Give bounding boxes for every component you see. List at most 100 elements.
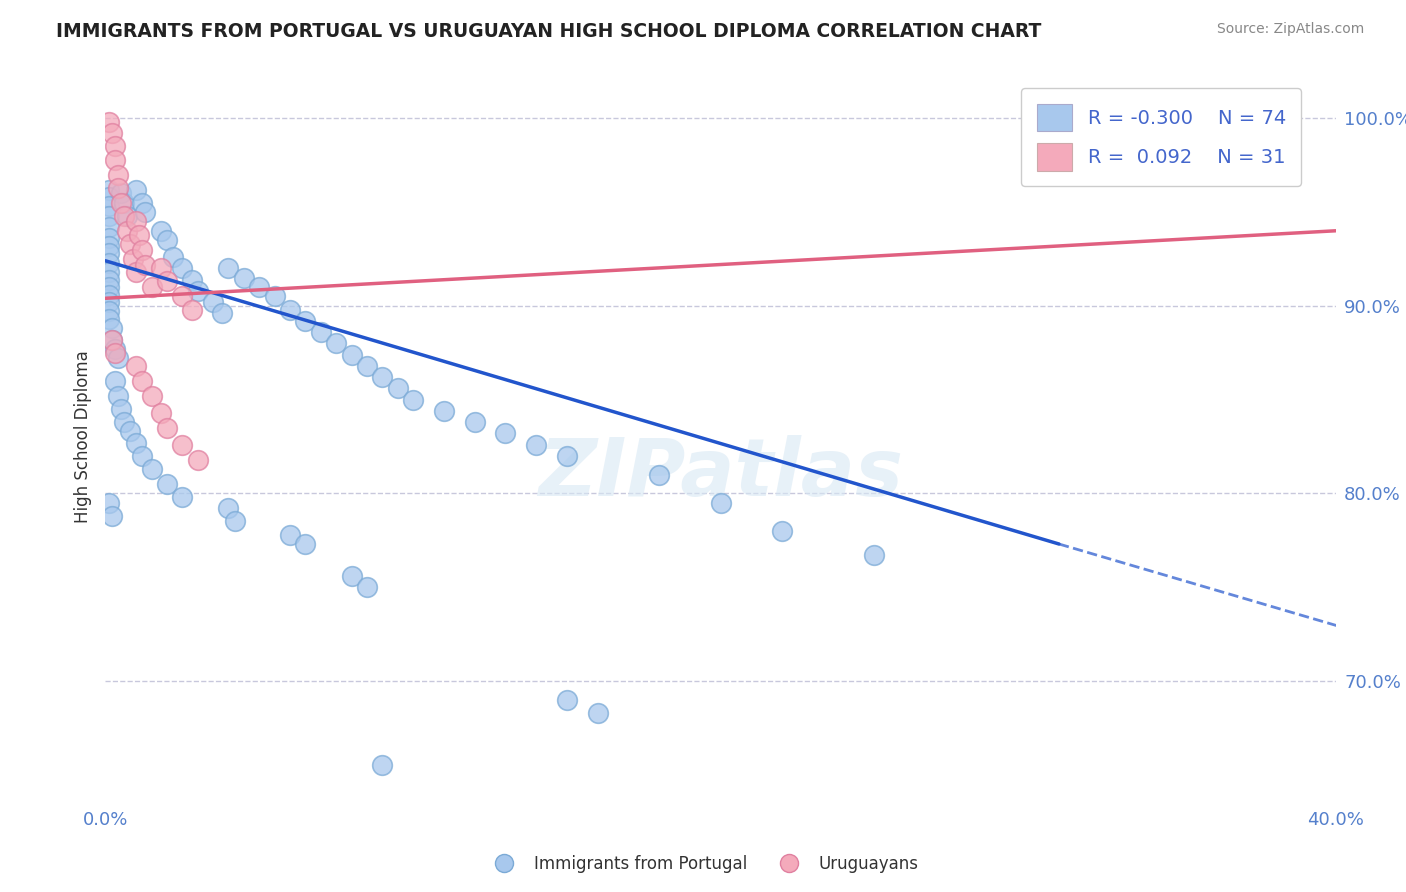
Point <box>770 524 793 538</box>
Point <box>100 508 122 523</box>
Point <box>325 336 347 351</box>
Point <box>97 280 120 294</box>
Point <box>141 462 163 476</box>
Point <box>156 233 179 247</box>
Point <box>128 227 150 242</box>
Point <box>187 452 209 467</box>
Point <box>125 182 148 196</box>
Point <box>115 224 138 238</box>
Point <box>555 449 578 463</box>
Point <box>97 272 120 286</box>
Point <box>131 374 153 388</box>
Text: Source: ZipAtlas.com: Source: ZipAtlas.com <box>1216 22 1364 37</box>
Point <box>247 280 270 294</box>
Point <box>112 209 135 223</box>
Point <box>107 180 129 194</box>
Point <box>232 270 254 285</box>
Point <box>104 139 127 153</box>
Point <box>202 295 225 310</box>
Point <box>371 758 394 772</box>
Point <box>356 580 378 594</box>
Point <box>131 195 153 210</box>
Point <box>97 231 120 245</box>
Point <box>125 214 148 228</box>
Point <box>97 304 120 318</box>
Y-axis label: High School Diploma: High School Diploma <box>73 351 91 524</box>
Point <box>97 220 120 235</box>
Point <box>97 182 120 196</box>
Point <box>464 415 486 429</box>
Point <box>402 392 425 407</box>
Point <box>1232 115 1254 129</box>
Point <box>263 289 285 303</box>
Point <box>156 477 179 491</box>
Point <box>104 153 127 167</box>
Point <box>107 351 129 366</box>
Point <box>648 467 671 482</box>
Point <box>172 490 194 504</box>
Point <box>97 312 120 326</box>
Point <box>110 401 132 416</box>
Point <box>122 252 145 266</box>
Point <box>141 280 163 294</box>
Point <box>218 501 240 516</box>
Point <box>107 389 129 403</box>
Point <box>134 258 156 272</box>
Point <box>97 496 120 510</box>
Point <box>125 435 148 450</box>
Point <box>104 374 127 388</box>
Point <box>371 370 394 384</box>
Point <box>131 243 153 257</box>
Point <box>134 205 156 219</box>
Point <box>149 406 172 420</box>
Point <box>149 224 172 238</box>
Point <box>131 449 153 463</box>
Point <box>112 195 135 210</box>
Point <box>97 115 120 129</box>
Point <box>149 261 172 276</box>
Point <box>278 527 301 541</box>
Point <box>387 381 409 395</box>
Point <box>187 284 209 298</box>
Legend: R = -0.300    N = 74, R =  0.092    N = 31: R = -0.300 N = 74, R = 0.092 N = 31 <box>1021 88 1302 186</box>
Point <box>110 186 132 201</box>
Point <box>100 333 122 347</box>
Point <box>710 496 733 510</box>
Point <box>107 168 129 182</box>
Point <box>112 415 135 429</box>
Point <box>180 302 202 317</box>
Point <box>172 437 194 451</box>
Legend: Immigrants from Portugal, Uruguayans: Immigrants from Portugal, Uruguayans <box>481 848 925 880</box>
Point <box>224 515 246 529</box>
Point <box>97 255 120 269</box>
Point <box>120 236 141 251</box>
Point <box>524 437 547 451</box>
Point <box>115 209 138 223</box>
Point <box>100 321 122 335</box>
Point <box>586 706 609 720</box>
Point <box>104 345 127 359</box>
Point <box>172 261 194 276</box>
Point <box>97 199 120 213</box>
Point <box>110 195 132 210</box>
Point <box>340 347 363 361</box>
Point <box>141 389 163 403</box>
Point <box>97 287 120 301</box>
Point <box>433 404 456 418</box>
Point <box>494 426 516 441</box>
Point <box>278 302 301 317</box>
Point <box>100 126 122 140</box>
Point <box>125 265 148 279</box>
Point <box>294 537 316 551</box>
Point <box>356 359 378 373</box>
Point <box>104 342 127 356</box>
Point <box>162 250 184 264</box>
Text: IMMIGRANTS FROM PORTUGAL VS URUGUAYAN HIGH SCHOOL DIPLOMA CORRELATION CHART: IMMIGRANTS FROM PORTUGAL VS URUGUAYAN HI… <box>56 22 1042 41</box>
Point <box>97 209 120 223</box>
Point <box>340 569 363 583</box>
Point <box>125 359 148 373</box>
Point <box>294 314 316 328</box>
Point <box>97 265 120 279</box>
Point <box>172 289 194 303</box>
Point <box>309 325 332 339</box>
